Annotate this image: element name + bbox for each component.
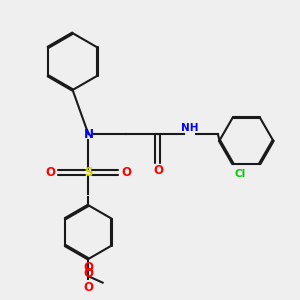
Text: O: O bbox=[83, 261, 93, 274]
Text: O: O bbox=[83, 281, 93, 294]
Text: S: S bbox=[84, 166, 93, 178]
Text: O: O bbox=[122, 166, 132, 178]
Text: O: O bbox=[45, 166, 55, 178]
Text: Cl: Cl bbox=[235, 169, 246, 178]
Text: NH: NH bbox=[181, 123, 198, 133]
Text: O: O bbox=[83, 267, 93, 280]
Text: N: N bbox=[83, 128, 93, 141]
Text: O: O bbox=[153, 164, 163, 177]
